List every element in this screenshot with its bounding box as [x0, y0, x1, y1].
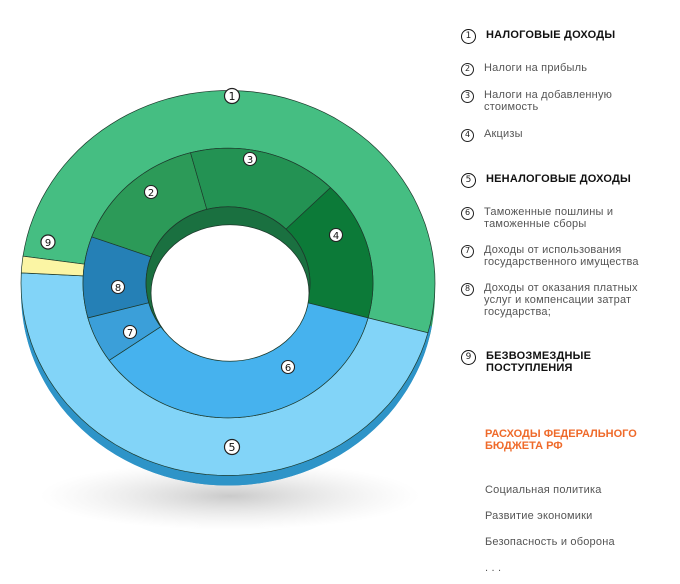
legend-item-3: 3 Налоги на добавленную стоимость [461, 89, 676, 113]
expense-item-economy: Развитие экономики [485, 510, 593, 522]
budget-ring-diagram: 1 2 3 4 5 6 7 8 9 [20, 87, 436, 530]
legend-badge: 7 [461, 245, 474, 258]
legend-item-7: 7 Доходы от использования государственно… [461, 244, 676, 268]
legend-item-9: 9 Безвозмездные поступления [461, 350, 676, 374]
expense-item-security: Безопасность и оборона [485, 536, 615, 548]
legend-badge: 8 [461, 283, 474, 296]
segment-marker-9: 9 [40, 234, 56, 250]
legend-badge: 9 [461, 350, 476, 365]
legend-badge: 6 [461, 207, 474, 220]
legend-label: Таможенные пошлины и таможенные сборы [484, 206, 614, 230]
expenses-title: Расходы федерального бюджета РФ [485, 428, 637, 452]
svg-text:2: 2 [148, 188, 154, 199]
hole-opening [150, 224, 310, 362]
segment-marker-5: 5 [223, 438, 241, 456]
legend-item-4: 4 Акцизы [461, 128, 676, 142]
svg-text:9: 9 [45, 238, 51, 249]
legend-label: Доходы от использования государственного… [484, 244, 639, 268]
segment-marker-1: 1 [223, 87, 241, 105]
legend-badge: 2 [461, 63, 474, 76]
legend-item-2: 2 Налоги на прибыль [461, 62, 676, 76]
expense-item-more: . . . [485, 562, 502, 574]
legend-item-6: 6 Таможенные пошлины и таможенные сборы [461, 206, 676, 230]
legend-label: Доходы от оказания платных услуг и компе… [484, 282, 638, 318]
expense-item-social: Социальная политика [485, 484, 602, 496]
legend-label: Налоги на добавленную стоимость [484, 89, 613, 113]
segment-marker-3: 3 [242, 151, 258, 167]
svg-text:1: 1 [229, 90, 236, 103]
svg-text:8: 8 [115, 283, 121, 294]
legend-badge: 5 [461, 173, 476, 188]
segment-marker-2: 2 [143, 184, 159, 200]
legend-item-8: 8 Доходы от оказания платных услуг и ком… [461, 282, 676, 318]
legend-badge: 3 [461, 90, 474, 103]
segment-marker-7: 7 [122, 324, 138, 340]
legend-badge: 1 [461, 29, 476, 44]
svg-text:5: 5 [229, 441, 236, 454]
svg-text:7: 7 [127, 328, 133, 339]
legend-item-1: 1 Налоговые доходы [461, 29, 676, 44]
segment-marker-8: 8 [110, 279, 126, 295]
svg-text:6: 6 [285, 363, 291, 374]
ring-shadow [40, 462, 420, 530]
legend-item-5: 5 Неналоговые доходы [461, 173, 676, 188]
legend-label: Акцизы [484, 128, 523, 140]
segment-marker-4: 4 [328, 227, 344, 243]
ring-labels: 1 2 3 4 5 6 7 8 9 [40, 87, 344, 456]
segment-marker-6: 6 [280, 359, 296, 375]
legend-label: Налоги на прибыль [484, 62, 588, 74]
legend-badge: 4 [461, 129, 474, 142]
legend-label: Неналоговые доходы [486, 173, 631, 185]
legend-label: Безвозмездные поступления [486, 350, 592, 374]
svg-text:3: 3 [247, 155, 253, 166]
svg-text:4: 4 [333, 231, 339, 242]
legend-label: Налоговые доходы [486, 29, 616, 41]
ring-hole [145, 206, 311, 362]
